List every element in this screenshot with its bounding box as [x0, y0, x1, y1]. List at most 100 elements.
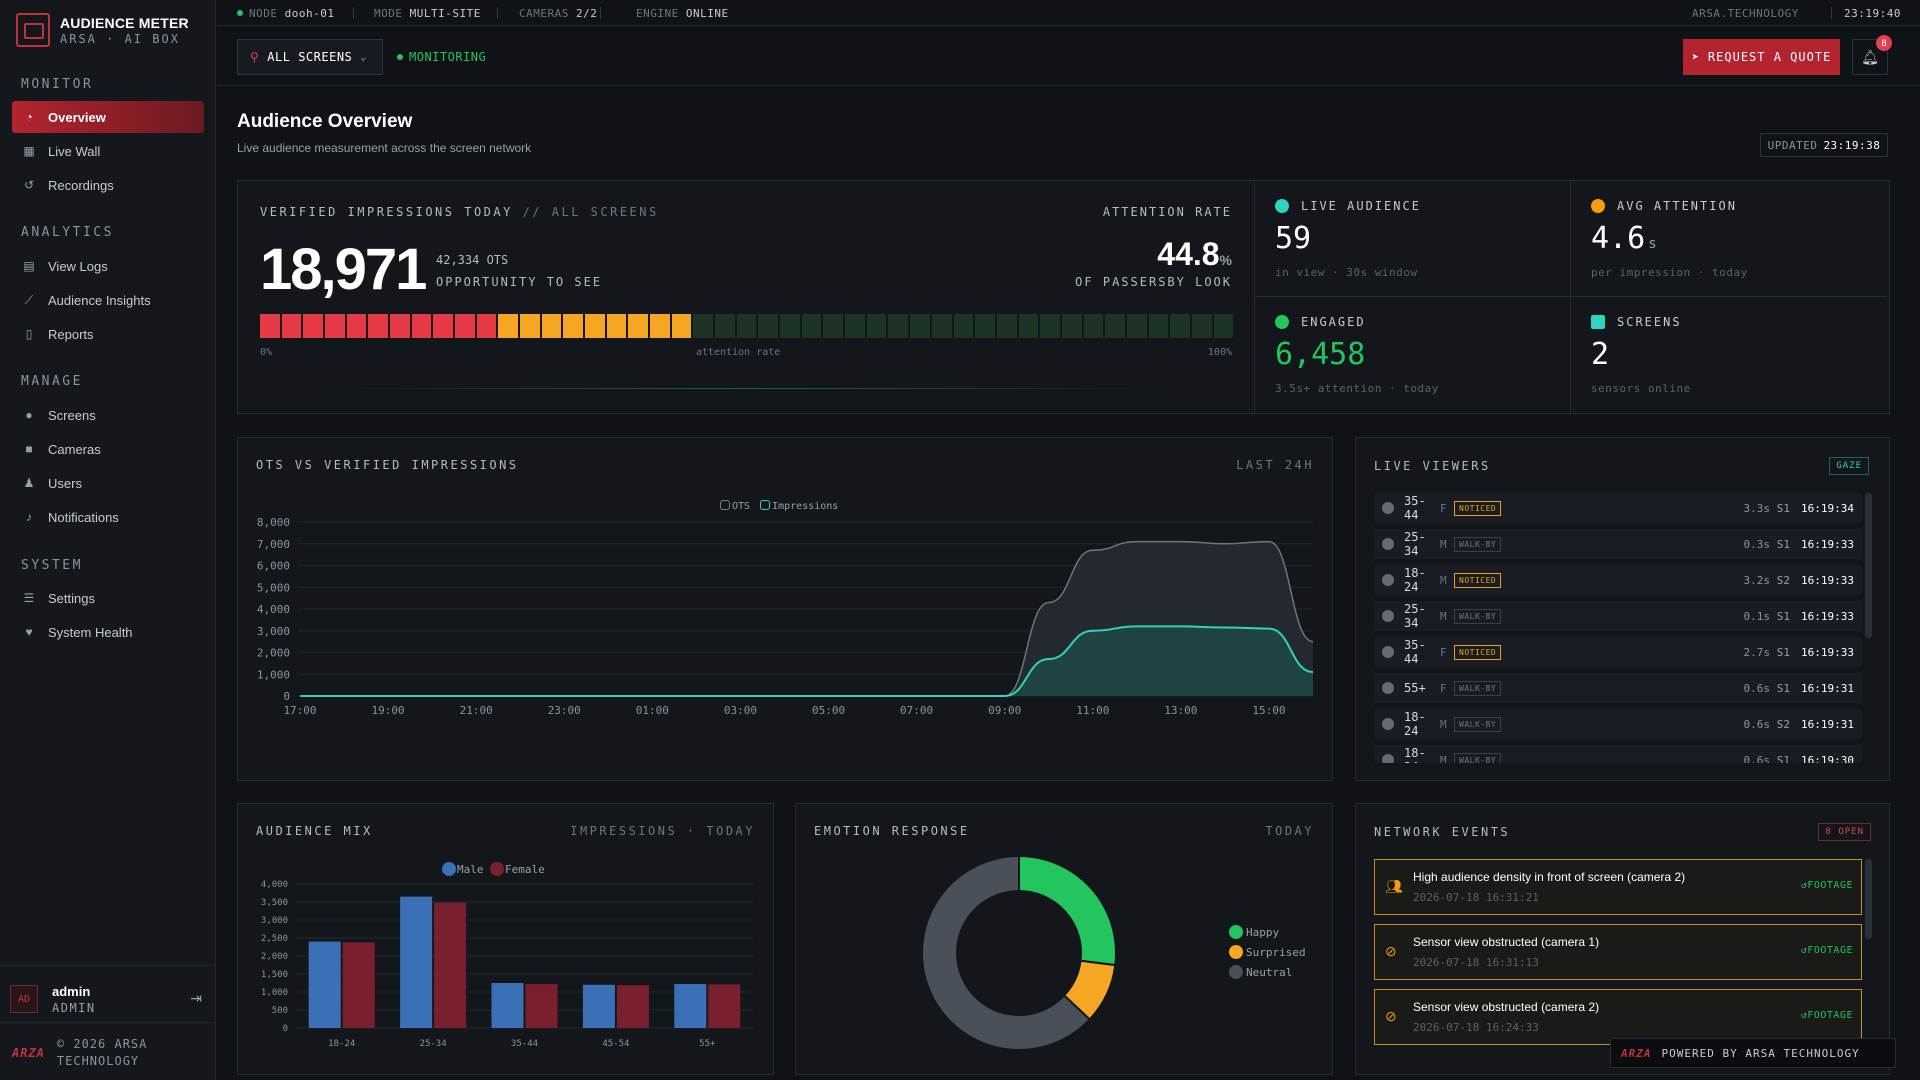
legend-ots[interactable]: OTS	[720, 500, 750, 512]
x-tick-label: 05:00	[812, 704, 845, 717]
events-scrollbar[interactable]	[1865, 859, 1872, 939]
status-bar: NODE dooh-01 MODE MULTI-SITE CAMERAS 2/2…	[217, 0, 1920, 26]
viewer-age: 35-44	[1404, 638, 1426, 666]
ots-label: OPPORTUNITY TO SEE	[436, 275, 603, 289]
ots-chart-card: OTS VS VERIFIED IMPRESSIONS LAST 24H OTS…	[237, 437, 1333, 781]
logout-icon[interactable]: ⇥	[190, 990, 202, 1006]
viewer-row[interactable]: 25-34 M WALK-BY 0.3s S1 16:19:33	[1374, 529, 1862, 559]
y-tick-label: 0	[283, 690, 290, 703]
viewer-age: 55+	[1404, 681, 1426, 695]
notifications-button[interactable]: 🔔︎ 8	[1852, 35, 1892, 75]
sidebar-item-screens[interactable]: ● Screens	[12, 399, 204, 431]
attention-bar-segment	[1061, 314, 1082, 338]
viewer-row[interactable]: 18-24 M NOTICED 3.2s S2 16:19:33	[1374, 565, 1862, 595]
sidebar-item-overview[interactable]: ◔ Overview	[12, 101, 204, 133]
viewer-screen: S1	[1776, 537, 1790, 551]
ots-chart-plot: 0 1,000 2,000 3,000 4,000 5,000 6,000 7,000 8,00…	[257, 516, 1314, 717]
attention-bar-segment	[866, 314, 887, 338]
users-icon: ♟	[23, 476, 35, 490]
bar-male	[400, 896, 433, 1028]
sidebar-item-notifications[interactable]: ♪ Notifications	[12, 501, 204, 533]
viewer-row[interactable]: 18-24 M WALK-BY 0.6s S1 16:19:30	[1374, 745, 1862, 763]
viewer-time: 16:19:30	[1801, 753, 1854, 764]
viewer-sex: M	[1440, 537, 1447, 551]
sidebar: AUDIENCE METER ARSA · AI BOX MONITOR ◔ Ov…	[0, 0, 216, 1080]
event-item[interactable]: ⊘ Sensor view obstructed (camera 1) 2026…	[1374, 924, 1862, 980]
y-tick-label: 2,000	[257, 647, 290, 660]
x-tick-label: 17:00	[283, 704, 316, 717]
footage-button[interactable]: ↺FOOTAGE	[1800, 1010, 1853, 1021]
powered-by-footer[interactable]: ARZA POWERED BY ARSA TECHNOLOGY	[1610, 1038, 1896, 1068]
sidebar-item-system-health[interactable]: ♥ System Health	[12, 616, 204, 648]
y-tick-label: 1,000	[257, 668, 290, 681]
open-events-badge[interactable]: 8 OPEN	[1818, 823, 1871, 841]
gaze-badge[interactable]: GAZE	[1829, 457, 1869, 475]
eye-off-icon: ⊘	[1385, 1008, 1397, 1024]
legend-swatch	[1229, 925, 1243, 939]
x-tick-label: 01:00	[636, 704, 669, 717]
slice-neutral	[921, 854, 1092, 1051]
sidebar-item-label: System Health	[48, 624, 133, 640]
viewer-screen: S1	[1776, 681, 1790, 695]
sidebar-item-view-logs[interactable]: ▤ View Logs	[12, 250, 204, 282]
brand[interactable]: AUDIENCE METER ARSA · AI BOX	[16, 10, 189, 50]
request-quote-button[interactable]: ➤ REQUEST A QUOTE	[1683, 39, 1840, 75]
viewer-row[interactable]: 35-44 F NOTICED 2.7s S1 16:19:33	[1374, 637, 1862, 667]
viewer-row[interactable]: 35-44 F NOTICED 3.3s S1 16:19:34	[1374, 493, 1862, 523]
clock: 23:19:40	[1844, 7, 1901, 20]
sidebar-item-live-wall[interactable]: ▦ Live Wall	[12, 135, 204, 167]
face-icon	[1382, 574, 1394, 586]
audience-mix-card: AUDIENCE MIX IMPRESSIONS · TODAY 0 500 1,0…	[237, 803, 774, 1075]
viewer-sex: F	[1440, 645, 1447, 659]
sidebar-item-cameras[interactable]: ■ Cameras	[12, 433, 204, 465]
sidebar-item-recordings[interactable]: ↺ Recordings	[12, 169, 204, 201]
toolbar: ⚲ ALL SCREENS ⌄ MONITORING ➤ REQUEST A QU…	[217, 26, 1920, 86]
divider	[0, 1022, 216, 1023]
monitor-icon	[1591, 315, 1605, 329]
sidebar-item-settings[interactable]: ☰ Settings	[12, 582, 204, 614]
kpi-screens: SCREENS 2 sensors online	[1591, 315, 1691, 395]
y-tick-label: 3,500	[261, 898, 288, 908]
sidebar-item-reports[interactable]: ▯ Reports	[12, 318, 204, 350]
emotion-range: TODAY	[1265, 824, 1314, 838]
online-dot-icon	[237, 10, 243, 16]
legend-impressions[interactable]: Impressions	[760, 500, 838, 512]
viewer-time: 16:19:34	[1801, 501, 1854, 515]
table-icon: ▤	[23, 259, 35, 273]
avatar: AD	[10, 985, 38, 1013]
attention-bar-segment	[628, 314, 649, 338]
user-profile[interactable]: AD admin ADMIN ⇥	[10, 980, 206, 1018]
attention-sub: OF PASSERSBY LOOK	[1075, 275, 1232, 289]
user-role: ADMIN	[52, 1000, 96, 1015]
audience-mix-plot: 0 500 1,000 1,500 2,000 2,500 3,000 3,500 4,000 1…	[261, 862, 753, 1049]
viewer-dwell: 0.3s	[1743, 537, 1771, 551]
sidebar-item-users[interactable]: ♟ Users	[12, 467, 204, 499]
event-item[interactable]: ⊘ Sensor view obstructed (camera 2) 2026…	[1374, 989, 1862, 1045]
bar-female	[708, 984, 741, 1028]
notification-count-badge: 8	[1876, 35, 1892, 51]
viewer-dwell: 0.6s	[1743, 753, 1771, 764]
attention-value: 44.8%	[1157, 236, 1232, 272]
y-tick-label: 8,000	[257, 516, 290, 529]
viewer-row[interactable]: 25-34 M WALK-BY 0.1s S1 16:19:33	[1374, 601, 1862, 631]
y-tick-label: 1,000	[261, 988, 288, 998]
x-tick-label: 07:00	[900, 704, 933, 717]
attention-bar-segment	[346, 314, 367, 338]
audience-mix-title: AUDIENCE MIX	[256, 824, 373, 838]
viewer-row[interactable]: 55+ F WALK-BY 0.6s S1 16:19:31	[1374, 673, 1862, 703]
viewer-age: 18-24	[1404, 746, 1426, 763]
event-item[interactable]: 👥︎ High audience density in front of scr…	[1374, 859, 1862, 915]
viewer-row[interactable]: 18-24 M WALK-BY 0.6s S2 16:19:31	[1374, 709, 1862, 739]
event-title: High audience density in front of screen…	[1413, 870, 1686, 884]
screen-select[interactable]: ⚲ ALL SCREENS ⌄	[237, 39, 383, 75]
footage-button[interactable]: ↺FOOTAGE	[1800, 945, 1853, 956]
nav-section-analytics: ANALYTICS	[21, 225, 114, 240]
viewer-scrollbar[interactable]	[1865, 493, 1872, 638]
sidebar-item-label: Notifications	[48, 509, 119, 525]
arsa-logo: ARZA	[12, 1046, 45, 1060]
brand-title: AUDIENCE METER	[60, 14, 189, 31]
sidebar-item-audience-insights[interactable]: ⟋ Audience Insights	[12, 284, 204, 316]
footage-button[interactable]: ↺FOOTAGE	[1800, 880, 1853, 891]
attention-bar-segment	[520, 314, 540, 338]
face-icon	[1382, 538, 1394, 550]
